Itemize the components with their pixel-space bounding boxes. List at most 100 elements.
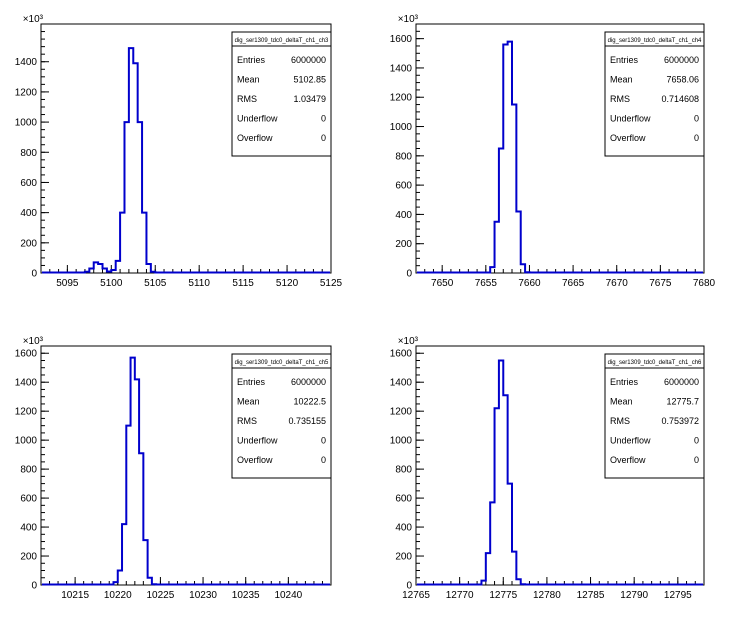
histogram-outline (42, 356, 330, 586)
stats-label: RMS (237, 416, 257, 426)
stats-label: Mean (610, 75, 633, 85)
stats-box-frame (231, 353, 332, 479)
stats-box: dig_ser1309_tdc0_deltaT_ch1_ch5 Entries 60… (231, 353, 332, 479)
stats-label: Entries (610, 377, 639, 387)
histogram-bin (481, 581, 485, 585)
histogram-bin (490, 267, 494, 273)
stats-box-frame (604, 31, 705, 157)
y-tick-label: 800 (20, 465, 37, 476)
histogram-bin (521, 584, 525, 585)
y-tick-label: 1400 (390, 63, 413, 74)
histogram-bin (89, 268, 93, 273)
stats-label: Overflow (237, 455, 273, 465)
histogram-bin (126, 426, 130, 585)
x-tick-label: 10235 (232, 590, 260, 601)
stats-label: Mean (237, 75, 260, 85)
histogram-bin (495, 408, 499, 585)
histogram-bin (120, 213, 124, 273)
stats-value: 6000000 (664, 377, 699, 387)
y-tick-label: 1000 (15, 118, 38, 129)
y-tick-label: 1200 (390, 93, 413, 104)
y-tick-label: 0 (31, 269, 37, 280)
stats-box-frame (604, 353, 705, 479)
stats-value: 0 (694, 455, 699, 465)
stats-label: RMS (610, 94, 630, 104)
y-tick-label: 400 (20, 523, 37, 534)
stats-box: dig_ser1309_tdc0_deltaT_ch1_ch4 Entries 60… (604, 31, 705, 157)
y-tick-label: 1600 (390, 349, 413, 360)
y-tick-label: 400 (395, 210, 412, 221)
stats-value: 0 (694, 114, 699, 124)
y-exponent-label: ×10³ (398, 336, 419, 347)
stats-value: 12775.7 (666, 397, 699, 407)
histogram-bin (114, 582, 118, 585)
y-exponent-label: ×10³ (23, 336, 44, 347)
y-tick-label: 1200 (15, 407, 38, 418)
x-tick-label: 5115 (232, 278, 254, 289)
y-tick-label: 1400 (15, 57, 38, 68)
y-tick-label: 1200 (390, 407, 413, 418)
y-tick-label: 200 (395, 239, 412, 250)
stats-label: Mean (610, 397, 633, 407)
stats-value: 0 (694, 133, 699, 143)
y-tick-label: 600 (395, 494, 412, 505)
x-tick-label: 5110 (188, 278, 210, 289)
y-tick-label: 600 (395, 181, 412, 192)
stats-value: 6000000 (291, 377, 326, 387)
x-tick-label: 7665 (562, 278, 585, 289)
histogram-bin (94, 262, 98, 273)
stats-label: Entries (610, 55, 639, 65)
x-tick-label: 7675 (649, 278, 672, 289)
stats-box: dig_ser1309_tdc0_deltaT_ch1_ch3 Entries 60… (231, 31, 332, 157)
histogram-bin (508, 484, 512, 585)
x-tick-label: 5120 (276, 278, 299, 289)
stats-label: Underflow (610, 436, 651, 446)
stats-label: Mean (237, 397, 260, 407)
stats-value: 0.714608 (661, 94, 699, 104)
stats-label: RMS (610, 416, 630, 426)
histogram-bin (490, 502, 494, 585)
x-tick-label: 12765 (402, 590, 430, 601)
histogram-bin (103, 268, 107, 273)
stats-value: 6000000 (291, 55, 326, 65)
y-tick-label: 200 (20, 238, 37, 249)
stats-box-frame (231, 31, 332, 157)
histogram-bin (111, 270, 115, 273)
x-tick-label: 7655 (475, 278, 498, 289)
histogram-bin (143, 540, 147, 585)
histogram-bin (152, 584, 156, 585)
stats-box-name: dig_ser1309_tdc0_deltaT_ch1_ch6 (608, 360, 702, 366)
y-tick-label: 800 (20, 148, 37, 159)
histogram-panel-2: ×10³ 0 200 400 600 800 1000 1200 1400 1600 7650 765… (390, 14, 716, 289)
stats-box: dig_ser1309_tdc0_deltaT_ch1_ch6 Entries 60… (604, 353, 705, 479)
y-tick-label: 1000 (390, 436, 413, 447)
histogram-bin (138, 122, 142, 273)
histogram-bin (486, 553, 490, 585)
x-tick-label: 10240 (274, 590, 302, 601)
stats-value: 0 (321, 455, 326, 465)
histogram-bin (148, 578, 152, 585)
histogram-bin (118, 571, 122, 585)
stats-label: Entries (237, 377, 266, 387)
y-tick-label: 1400 (15, 378, 38, 389)
stats-value: 0.735155 (288, 416, 326, 426)
x-tick-label: 7650 (431, 278, 454, 289)
histogram-bin (499, 149, 503, 274)
histogram-bin (495, 222, 499, 273)
stats-box-name: dig_ser1309_tdc0_deltaT_ch1_ch5 (235, 360, 329, 366)
histogram-bin (135, 379, 139, 585)
y-tick-label: 200 (20, 552, 37, 563)
histogram-bin (139, 453, 143, 585)
stats-label: Overflow (610, 133, 646, 143)
histogram-bin (516, 579, 520, 585)
histogram-bin (122, 524, 126, 585)
histogram-bin (503, 395, 507, 585)
x-tick-label: 12775 (489, 590, 517, 601)
stats-label: Entries (237, 55, 266, 65)
x-tick-label: 10220 (104, 590, 132, 601)
histogram-bin (98, 264, 102, 273)
y-tick-label: 800 (395, 465, 412, 476)
histogram-bin (525, 272, 529, 273)
x-tick-label: 5125 (320, 278, 343, 289)
x-tick-label: 7670 (606, 278, 629, 289)
